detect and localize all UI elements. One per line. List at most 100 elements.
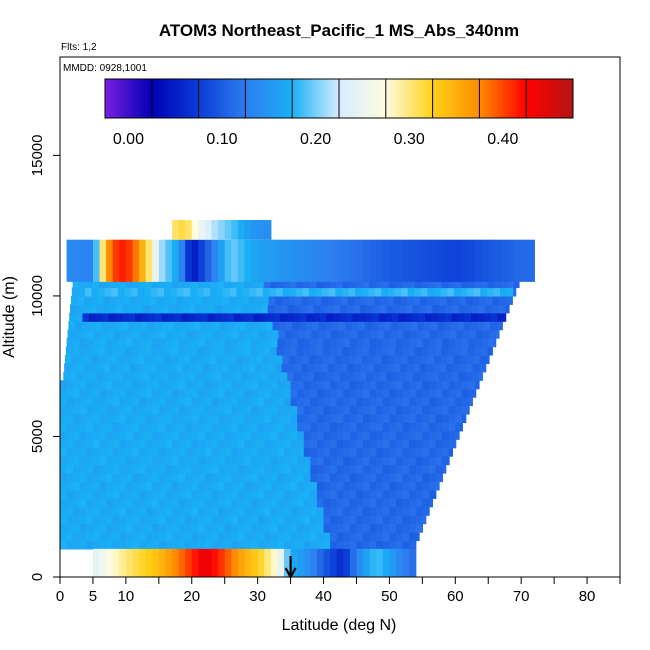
heatmap-cell	[191, 481, 199, 491]
heatmap-cell	[219, 329, 227, 339]
heatmap-cell	[343, 464, 351, 474]
heatmap-cell	[450, 321, 458, 331]
upper-layer-cell	[270, 239, 279, 282]
heatmap-cell	[373, 363, 381, 373]
heatmap-cell	[237, 405, 246, 415]
heatmap-cell	[415, 532, 420, 542]
heatmap-cell	[414, 354, 422, 364]
heatmap-cell	[476, 321, 485, 331]
heatmap-cell	[370, 329, 378, 339]
heatmap-cell	[191, 338, 200, 348]
heatmap-cell	[435, 405, 443, 415]
heatmap-cell	[274, 304, 282, 314]
colorbar-segment	[404, 79, 408, 118]
heatmap-cell	[231, 422, 239, 432]
heatmap-cell	[275, 354, 283, 364]
heatmap-cell	[316, 279, 324, 289]
heatmap-cell	[316, 447, 325, 457]
heatmap-cell	[152, 380, 160, 390]
heatmap-cell	[257, 489, 265, 499]
heatmap-cell	[293, 371, 302, 381]
heatmap-cell	[474, 346, 482, 356]
heatmap-cell	[277, 489, 285, 499]
colorbar-segment	[540, 79, 544, 118]
heatmap-cell	[92, 279, 100, 289]
boundary-layer-cell	[178, 548, 186, 577]
heatmap-cell	[264, 439, 272, 449]
heatmap-cell	[221, 371, 229, 381]
upper-layer-cell	[284, 239, 292, 282]
heatmap-cell	[237, 456, 246, 466]
heatmap-cell	[484, 312, 492, 322]
heatmap-cell	[249, 354, 257, 364]
colorbar-segment	[268, 79, 272, 118]
heatmap-cell	[369, 498, 377, 508]
heatmap-cell	[73, 456, 81, 466]
colorbar-segment	[488, 79, 492, 118]
heatmap-cell	[376, 540, 384, 550]
heatmap-cell	[494, 279, 502, 289]
heatmap-cell	[297, 397, 305, 407]
heatmap-cell	[211, 388, 219, 398]
upper-layer-cell	[264, 239, 272, 282]
heatmap-cell	[205, 329, 214, 339]
heatmap-cell	[422, 489, 430, 499]
heatmap-cell	[369, 430, 377, 440]
heatmap-cell	[284, 329, 293, 339]
heatmap-cell	[401, 346, 410, 356]
heatmap-cell	[185, 413, 193, 423]
heatmap-cell	[376, 397, 384, 407]
heatmap-cell	[79, 422, 87, 432]
heatmap-cell	[168, 304, 177, 314]
heatmap-cell	[379, 371, 387, 381]
heatmap-cell	[237, 481, 246, 491]
heatmap-cell	[258, 329, 266, 339]
boundary-layer-cell	[237, 548, 246, 577]
heatmap-cell	[112, 380, 120, 390]
heatmap-cell	[106, 489, 114, 499]
heatmap-cell	[178, 464, 186, 474]
heatmap-cell	[303, 481, 311, 491]
heatmap-cell	[231, 540, 239, 550]
heatmap-cell	[152, 388, 160, 398]
heatmap-cell	[214, 312, 222, 322]
heatmap-cell	[259, 321, 267, 331]
heatmap-cell	[125, 346, 133, 356]
heatmap-cell	[86, 413, 94, 423]
upper-layer-cell	[402, 239, 410, 282]
heatmap-cell	[151, 346, 159, 356]
heatmap-cell	[389, 464, 397, 474]
heatmap-cell	[310, 422, 318, 432]
heatmap-cell	[435, 439, 443, 449]
heatmap-cell	[103, 295, 112, 305]
heatmap-cell	[289, 287, 297, 297]
heatmap-cell	[433, 363, 441, 373]
heatmap-cell	[277, 464, 285, 474]
heatmap-cell	[224, 456, 232, 466]
upper-layer-cell	[310, 239, 318, 282]
heatmap-cell	[504, 304, 510, 314]
heatmap-cell	[237, 464, 246, 474]
heatmap-cell	[277, 523, 285, 533]
heatmap-cell	[159, 329, 167, 339]
colorbar-segment	[214, 79, 218, 118]
upper-layer-cell	[165, 239, 173, 282]
heatmap-cell	[191, 380, 199, 390]
heatmap-cell	[376, 515, 384, 525]
heatmap-cell	[283, 279, 291, 289]
heatmap-cell	[303, 413, 311, 423]
heatmap-cell	[176, 295, 184, 305]
heatmap-cell	[485, 304, 493, 314]
heatmap-cell	[231, 447, 239, 457]
heatmap-cell	[435, 464, 443, 474]
heatmap-cell	[204, 397, 213, 407]
colorbar-segment	[353, 79, 356, 118]
heatmap-cell	[248, 363, 256, 373]
heatmap-cell	[406, 304, 414, 314]
heatmap-cell	[283, 346, 291, 356]
heatmap-cell	[139, 397, 147, 407]
heatmap-cell	[391, 321, 399, 331]
heatmap-cell	[86, 515, 94, 525]
heatmap-cell	[336, 439, 344, 449]
colorbar-segment	[549, 79, 553, 118]
